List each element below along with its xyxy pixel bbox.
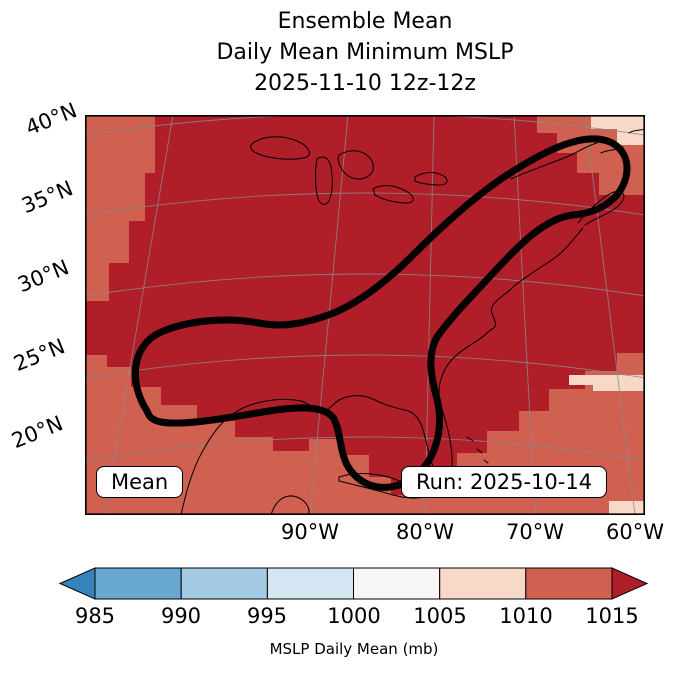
- colorbar-axis-label: MSLP Daily Mean (mb): [269, 640, 439, 658]
- colorbar-seg-995-1000: [266, 567, 354, 600]
- colorbar-seg-990-995: [180, 567, 268, 600]
- lat-tick-25n: 25°N: [10, 334, 69, 377]
- colorbar-svg: [58, 567, 649, 600]
- coast-bahamas: [466, 436, 489, 464]
- axes-border: [85, 115, 646, 515]
- chart-title: Ensemble Mean Daily Mean Minimum MSLP 20…: [85, 6, 645, 99]
- map-plot: [84, 113, 646, 516]
- cbar-tick-995: 995: [246, 604, 288, 628]
- title-line-1: Ensemble Mean: [277, 9, 453, 34]
- colorbar-seg-1005-1010: [439, 567, 527, 600]
- parallel-20n: [84, 436, 646, 462]
- lat-tick-35n: 35°N: [18, 176, 77, 219]
- colorbar-over-arrow: [611, 567, 649, 600]
- lake-ontario: [414, 172, 448, 186]
- meridian-80w: [424, 114, 435, 516]
- title-line-2: Daily Mean Minimum MSLP: [216, 40, 514, 65]
- lake-michigan: [315, 156, 333, 205]
- fill-1005-1010-northeast: [591, 115, 645, 145]
- lon-tick-80w: 80°W: [396, 520, 454, 544]
- colorbar-under-arrow: [58, 567, 96, 600]
- lat-tick-30n: 30°N: [14, 255, 73, 298]
- lake-superior: [250, 136, 310, 160]
- thick-mean-contour: [131, 135, 631, 491]
- fill-1005-1010-east-band: [569, 375, 645, 391]
- cbar-tick-1000: 1000: [327, 604, 381, 628]
- title-line-3: 2025-11-10 12z-12z: [254, 71, 476, 96]
- run-date-annotation-box: Run: 2025-10-14: [401, 466, 608, 498]
- meridian-70w: [513, 114, 536, 516]
- cbar-tick-990: 990: [160, 604, 202, 628]
- lake-erie: [372, 185, 414, 204]
- lake-huron: [337, 150, 374, 180]
- colorbar-seg-1000-1005: [353, 567, 441, 600]
- parallel-35n: [84, 192, 646, 216]
- fill-1005-1010-southeast: [609, 501, 645, 515]
- coast-st-lawrence: [510, 142, 598, 180]
- fill-over-1015: [85, 115, 645, 495]
- mean-annotation-box: Mean: [96, 466, 184, 498]
- parallel-25n: [84, 354, 646, 379]
- map-svg: [84, 113, 646, 516]
- parallel-30n: [84, 273, 646, 297]
- cbar-tick-1010: 1010: [499, 604, 553, 628]
- lon-tick-60w: 60°W: [606, 520, 664, 544]
- cbar-tick-1005: 1005: [413, 604, 467, 628]
- lon-tick-70w: 70°W: [506, 520, 564, 544]
- meridian-100w: [104, 114, 174, 516]
- meridian-60w: [584, 114, 636, 516]
- colorbar-seg-985-990: [94, 567, 182, 600]
- coast-yucatan: [270, 495, 310, 516]
- lat-tick-20n: 20°N: [8, 411, 67, 454]
- cbar-tick-985: 985: [74, 604, 116, 628]
- lat-tick-40n: 40°N: [22, 98, 81, 141]
- colorbar-seg-1010-1015: [525, 567, 613, 600]
- cbar-tick-1015: 1015: [585, 604, 639, 628]
- lon-tick-90w: 90°W: [281, 520, 339, 544]
- colorbar: [58, 566, 650, 602]
